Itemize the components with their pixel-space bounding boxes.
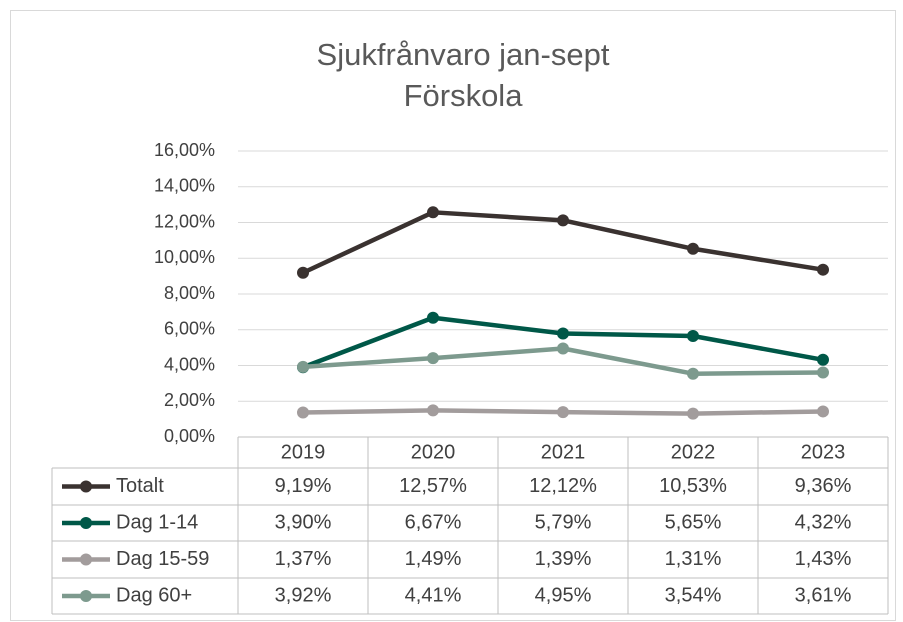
legend-marker: [80, 517, 92, 529]
y-tick-label: 16,00%: [154, 140, 215, 160]
table-value: 1,43%: [795, 548, 852, 570]
table-value: 12,12%: [529, 475, 597, 497]
table-value: 1,49%: [405, 548, 462, 570]
point: [297, 266, 309, 279]
table-value: 3,61%: [795, 584, 852, 606]
legend-label: Totalt: [116, 475, 164, 497]
y-tick-label: 12,00%: [154, 211, 215, 231]
y-tick-label: 2,00%: [164, 390, 215, 410]
point: [687, 367, 699, 380]
x-tick-label: 2019: [281, 441, 326, 463]
table-value: 4,32%: [795, 511, 852, 533]
chart-title: Sjukfrånvaro jan-sept: [317, 37, 610, 72]
table-value: 3,92%: [275, 584, 332, 606]
table-value: 4,41%: [405, 584, 462, 606]
table-value: 1,31%: [665, 548, 722, 570]
table-value: 3,90%: [275, 511, 332, 533]
table-value: 3,54%: [665, 584, 722, 606]
legend-label: Dag 60+: [116, 584, 192, 606]
y-tick-label: 8,00%: [164, 283, 215, 303]
legend-marker: [80, 480, 92, 493]
point: [817, 405, 829, 418]
point: [297, 360, 309, 373]
y-tick-label: 0,00%: [164, 426, 215, 446]
chart-border: [10, 10, 896, 621]
point: [427, 311, 439, 324]
table-value: 4,95%: [535, 584, 592, 606]
point: [687, 242, 699, 255]
x-tick-label: 2021: [541, 441, 586, 463]
table-value: 1,39%: [535, 548, 592, 570]
point: [817, 366, 829, 379]
table-value: 1,37%: [275, 548, 332, 570]
legend-marker: [80, 590, 92, 602]
point: [427, 404, 439, 417]
table-value: 9,36%: [795, 475, 852, 497]
x-tick-label: 2020: [411, 441, 456, 463]
y-tick-label: 14,00%: [154, 176, 215, 196]
table-value: 5,79%: [535, 511, 592, 533]
point: [557, 214, 569, 227]
point: [427, 206, 439, 219]
legend-label: Dag 15-59: [116, 548, 209, 570]
table-value: 6,67%: [405, 511, 462, 533]
point: [297, 406, 309, 419]
y-tick-label: 6,00%: [164, 319, 215, 339]
point: [557, 327, 569, 340]
x-tick-label: 2023: [801, 441, 846, 463]
table-value: 12,57%: [399, 475, 467, 497]
point: [557, 342, 569, 355]
point: [817, 263, 829, 276]
y-tick-label: 4,00%: [164, 354, 215, 374]
point: [817, 353, 829, 366]
x-tick-label: 2022: [671, 441, 716, 463]
point: [687, 330, 699, 343]
point: [557, 406, 569, 419]
table-value: 10,53%: [659, 475, 727, 497]
point: [687, 407, 699, 420]
chart-subtitle: Förskola: [404, 78, 524, 113]
y-tick-label: 10,00%: [154, 247, 215, 267]
point: [427, 352, 439, 365]
legend-label: Dag 1-14: [116, 511, 198, 533]
table-value: 5,65%: [665, 511, 722, 533]
table-value: 9,19%: [275, 475, 332, 497]
legend-marker: [80, 553, 92, 566]
